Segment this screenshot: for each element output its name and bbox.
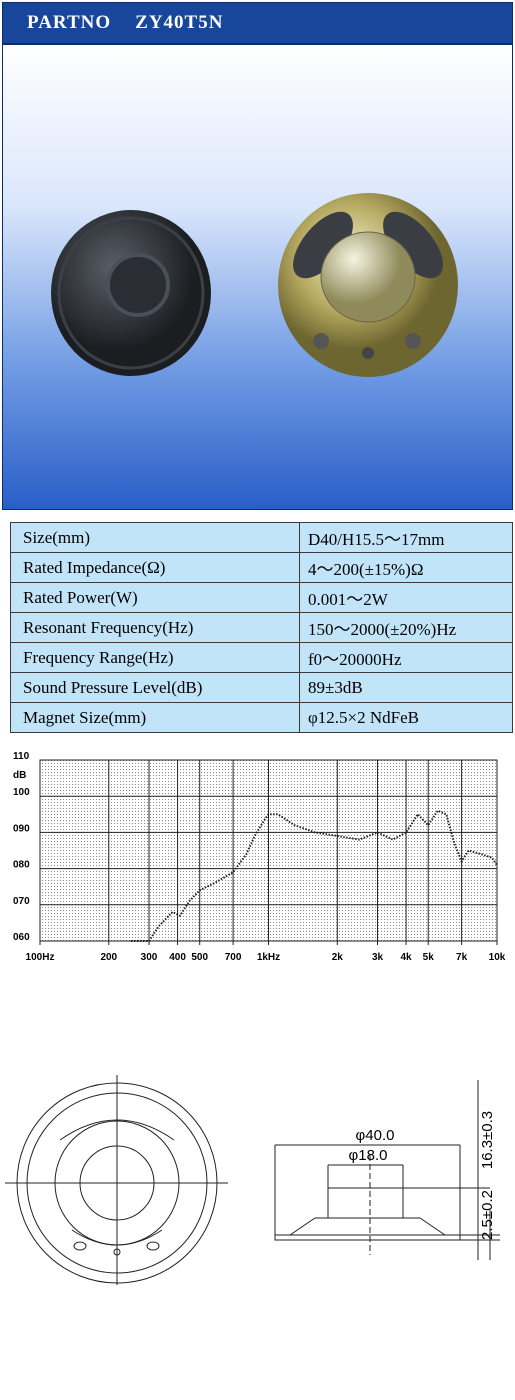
y-tick-label: 110 bbox=[13, 751, 30, 762]
speaker-photos bbox=[51, 193, 458, 377]
terminal bbox=[362, 347, 374, 359]
y-tick-label: 080 bbox=[13, 860, 30, 871]
spec-name: Rated Power(W) bbox=[10, 582, 300, 613]
spec-row: Magnet Size(mm) φ12.5×2 NdFeB bbox=[10, 702, 513, 733]
x-tick-label: 1kHz bbox=[257, 952, 280, 963]
spec-name: Sound Pressure Level(dB) bbox=[10, 672, 300, 703]
x-tick-label: 300 bbox=[141, 952, 158, 963]
rim bbox=[26, 1092, 208, 1274]
terminal bbox=[313, 333, 329, 349]
y-tick-label: 100 bbox=[13, 787, 30, 798]
spec-value: f0～20000Hz bbox=[299, 642, 513, 673]
spec-row: Rated Power(W) 0.001～2W bbox=[10, 582, 513, 613]
dim-label: 2.5±0.2 bbox=[479, 1190, 496, 1240]
y-tick-label: 060 bbox=[13, 932, 30, 943]
spec-name: Size(mm) bbox=[10, 522, 300, 553]
frame-side bbox=[289, 1217, 446, 1236]
spec-row: Rated Impedance(Ω) 4～200(±15%)Ω bbox=[10, 552, 513, 583]
spec-table: Size(mm) D40/H15.5～17mm Rated Impedance(Ω)… bbox=[10, 522, 513, 733]
window bbox=[59, 1119, 175, 1141]
spec-value: 4～200(±15%)Ω bbox=[299, 552, 513, 583]
dim-label: 16.3±0.3 bbox=[479, 1111, 496, 1169]
x-tick-label: 10k bbox=[489, 952, 506, 963]
magnet-back bbox=[106, 253, 170, 317]
spec-value: 150～2000(±20%)Hz bbox=[299, 612, 513, 643]
spec-row: Frequency Range(Hz) f0～20000Hz bbox=[10, 642, 513, 673]
spec-row: Sound Pressure Level(dB) 89±3dB bbox=[10, 672, 513, 703]
y-tick-label: 090 bbox=[13, 823, 30, 834]
flange bbox=[274, 1234, 461, 1241]
x-tick-label: 400 bbox=[169, 952, 186, 963]
spec-row: Size(mm) D40/H15.5～17mm bbox=[10, 522, 513, 553]
outer-rim bbox=[16, 1082, 218, 1284]
terminal bbox=[146, 1241, 160, 1251]
frequency-chart: 060 070 080 090 100 110 dB 100Hz 200 300 400 500 700… bbox=[13, 751, 506, 963]
header: PARTNO ZY40T5N bbox=[2, 2, 513, 44]
magnet-side bbox=[327, 1187, 404, 1218]
spec-name: Resonant Frequency(Hz) bbox=[10, 612, 300, 643]
y-tick-label: 070 bbox=[13, 896, 30, 907]
spec-row: Resonant Frequency(Hz) 150～2000(±20%)Hz bbox=[10, 612, 513, 643]
x-tick-label: 5k bbox=[423, 952, 435, 963]
x-tick-label: 2k bbox=[332, 952, 344, 963]
dim-label: φ18.0 bbox=[349, 1147, 388, 1164]
x-tick-label: 700 bbox=[225, 952, 242, 963]
magnet bbox=[79, 1145, 155, 1221]
terminal bbox=[73, 1241, 87, 1251]
window bbox=[71, 1229, 163, 1246]
terminal bbox=[405, 333, 421, 349]
x-tick-label: 3k bbox=[372, 952, 384, 963]
x-tick-label: 4k bbox=[401, 952, 413, 963]
spec-name: Rated Impedance(Ω) bbox=[10, 552, 300, 583]
header-label: PARTNO bbox=[27, 12, 112, 33]
y-axis-label: dB bbox=[13, 770, 26, 781]
magnet bbox=[320, 231, 416, 323]
photo-panel bbox=[2, 44, 513, 510]
spec-name: Frequency Range(Hz) bbox=[10, 642, 300, 673]
part-number: ZY40T5N bbox=[135, 12, 224, 33]
x-tick-label: 200 bbox=[100, 952, 117, 963]
spec-value: φ12.5×2 NdFeB bbox=[299, 702, 513, 733]
window bbox=[293, 211, 353, 279]
spec-value: D40/H15.5～17mm bbox=[299, 522, 513, 553]
spec-value: 89±3dB bbox=[299, 672, 513, 703]
x-tick-label: 100Hz bbox=[26, 952, 55, 963]
dimension-drawing: φ40.0 φ18.0 16.3±0.3 2.5±0.2 bbox=[5, 1075, 500, 1285]
hole bbox=[113, 1248, 121, 1256]
x-tick-label: 7k bbox=[456, 952, 468, 963]
spec-name: Magnet Size(mm) bbox=[10, 702, 300, 733]
spec-value: 0.001～2W bbox=[299, 582, 513, 613]
x-tick-label: 500 bbox=[191, 952, 208, 963]
response-curve bbox=[130, 809, 498, 942]
window bbox=[383, 211, 443, 279]
rim bbox=[57, 216, 205, 370]
dim-label: φ40.0 bbox=[356, 1127, 395, 1144]
